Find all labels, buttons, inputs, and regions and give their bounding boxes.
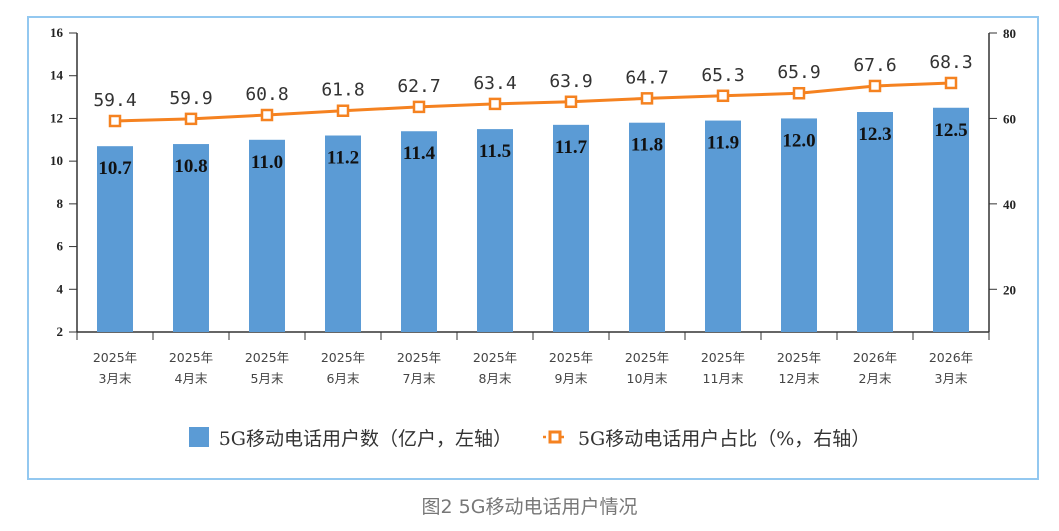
bar-value-label: 11.2 [327,148,359,169]
legend-line-label: 5G移动电话用户占比（%，右轴） [577,427,871,450]
bar [401,131,437,332]
right-axis-tick-label: 20 [1003,282,1016,297]
legend-bar-swatch-icon [188,427,209,447]
x-axis-category-label-year: 2025年 [549,350,593,365]
bar [629,122,665,332]
x-axis-category-label-year: 2025年 [93,350,137,365]
bar-value-label: 12.3 [858,124,891,145]
x-axis-category-label-month: 9月末 [555,371,588,386]
line-value-label: 60.8 [245,84,288,105]
line-point-marker [716,89,730,103]
bar [933,107,969,332]
line-series [114,81,952,123]
x-axis-category-label-year: 2025年 [625,350,669,365]
line-point-marker [412,100,426,114]
line-point-marker [336,104,350,117]
left-axis-tick-label: 4 [57,281,64,296]
x-axis-category-label-month: 5月末 [251,371,284,386]
bar-value-label: 10.8 [174,156,207,177]
bar [477,129,513,332]
x-axis-category-label-month: 7月末 [403,371,436,386]
figure-caption: 图2 5G移动电话用户情况 [421,496,638,518]
line-value-label: 59.9 [169,88,212,109]
x-axis-category-label-month: 10月末 [627,371,668,386]
x-axis-category-label-month: 6月末 [327,371,360,386]
left-axis-tick-label: 10 [50,153,63,168]
x-axis-category-label-year: 2025年 [169,350,213,365]
x-axis-category-label-year: 2025年 [245,350,289,365]
line-value-label: 68.3 [929,52,972,73]
x-axis-category-label-year: 2025年 [473,350,517,365]
line-value-label: 59.4 [93,90,136,111]
left-axis-tick-label: 16 [50,25,64,40]
x-axis-category-label-year: 2026年 [853,350,897,365]
bar-value-label: 10.7 [98,158,132,179]
x-axis-category-label-month: 11月末 [703,371,744,386]
line-point-marker [488,97,502,111]
line-value-label: 62.7 [397,76,440,97]
legend-item-line: 5G移动电话用户占比（%，右轴） [542,424,870,451]
x-axis-category-label-month: 12月末 [779,371,820,386]
bar [97,146,133,332]
line-point-marker [792,86,806,100]
bar-value-label: 11.0 [251,152,283,173]
line-value-label: 67.6 [853,55,896,76]
right-axis-tick-label: 40 [1003,197,1016,212]
bar [857,112,893,333]
legend-bar-label: 5G移动电话用户数（亿户，左轴） [218,427,512,450]
x-axis-category-label-year: 2026年 [929,350,973,365]
bar-value-label: 12.0 [782,130,815,151]
bar [173,144,209,332]
bar [781,118,817,332]
left-axis-tick-label: 12 [50,110,63,125]
legend: 5G移动电话用户数（亿户，左轴） 5G移动电话用户占比（%，右轴） [0,422,1059,452]
bar-value-label: 12.5 [934,120,967,141]
x-axis-category-label-month: 3月末 [99,371,132,386]
right-axis-tick-label: 80 [1003,26,1016,41]
line-point-marker [868,79,882,93]
bar [705,120,741,332]
x-axis-category-label-month: 4月末 [175,371,208,386]
line-value-label: 65.9 [777,62,820,83]
legend-line-marker-icon [542,430,567,444]
right-axis-tick-label: 60 [1003,111,1016,126]
line-value-label: 61.8 [321,80,364,101]
line-point-marker [184,112,198,126]
line-point-marker [640,92,654,105]
x-axis-category-label-year: 2025年 [321,350,365,365]
bar-value-label: 11.9 [707,133,739,154]
x-axis-category-label-month: 3月末 [935,371,968,386]
line-value-label: 65.3 [701,65,744,86]
x-axis-category-label-year: 2025年 [397,350,441,365]
x-axis-category-label-year: 2025年 [701,350,745,365]
line-value-label: 63.9 [549,71,592,92]
legend-item-bar: 5G移动电话用户数（亿户，左轴） [188,424,512,451]
x-axis-category-label-year: 2025年 [777,350,821,365]
line-point-marker [944,76,958,90]
x-axis-category-label-month: 8月末 [479,371,512,386]
line-value-label: 63.4 [473,73,516,94]
left-axis-tick-label: 8 [57,196,64,211]
left-axis-tick-label: 6 [57,239,64,254]
bar [249,139,285,332]
bar-value-label: 11.7 [555,137,588,158]
left-axis-tick-label: 2 [57,324,64,339]
line-point-marker [260,108,274,122]
chart-frame [27,16,1039,480]
left-axis-tick-label: 14 [50,68,64,83]
bar [553,124,589,332]
bar-value-label: 11.4 [403,143,436,164]
line-point-marker [108,114,122,128]
bar-value-label: 11.8 [631,135,663,156]
line-point-marker [564,95,578,109]
x-axis-category-label-month: 2月末 [859,371,892,386]
line-value-label: 64.7 [625,67,668,88]
bar-value-label: 11.5 [479,141,511,162]
bar [325,135,361,332]
